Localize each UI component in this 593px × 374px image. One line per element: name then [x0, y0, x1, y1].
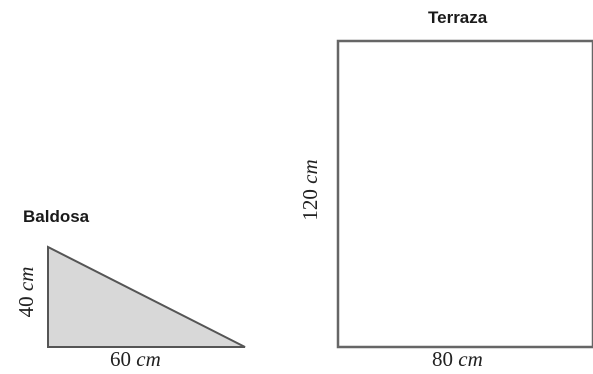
- tile-width-label: 60 cm: [110, 347, 161, 372]
- terrace-width-unit: cm: [458, 347, 483, 371]
- terrace-title: Terraza: [428, 8, 488, 27]
- terrace-width-value: 80: [432, 347, 453, 371]
- tile-title: Baldosa: [23, 207, 90, 226]
- tile-triangle: [47, 245, 246, 348]
- terrace-height-unit: cm: [298, 159, 322, 184]
- tile-height-unit: cm: [14, 266, 38, 292]
- tile-width-unit: cm: [136, 347, 161, 371]
- tile-height-label: 40 cm: [14, 264, 38, 320]
- terrace-height-value: 120: [298, 189, 322, 221]
- terrace-rectangle: [336, 39, 593, 349]
- terrace-width-label: 80 cm: [432, 347, 483, 372]
- tile-width-value: 60: [110, 347, 131, 371]
- terrace-height-label: 120 cm: [298, 150, 322, 230]
- tile-height-value: 40: [14, 296, 38, 318]
